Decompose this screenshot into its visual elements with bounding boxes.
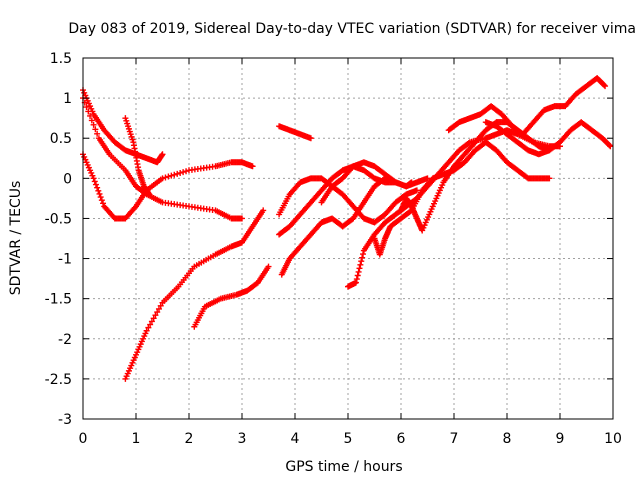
data-point — [95, 187, 102, 194]
x-tick-label: 9 — [556, 431, 565, 447]
x-tick-label: 6 — [397, 431, 406, 447]
data-point — [607, 143, 614, 150]
series-arc-6 — [191, 263, 272, 330]
data-point — [546, 175, 553, 182]
data-point — [90, 121, 97, 128]
data-point — [165, 173, 172, 180]
data-point — [352, 279, 359, 286]
x-tick-label: 5 — [344, 431, 353, 447]
series-arc-16 — [482, 119, 614, 158]
data-point — [239, 215, 245, 222]
data-point — [606, 142, 613, 149]
series-arc-7 — [276, 123, 314, 142]
y-tick-label: -2 — [58, 332, 72, 348]
data-point — [355, 268, 362, 275]
data-point — [360, 251, 367, 258]
axis-ticks: 0 1 2 3 4 5 6 7 8 9 10 -3 -2.5 -2 -1.5 -1 -0.5 0 0.5 1 1.5 — [45, 51, 622, 447]
x-tick-label: 8 — [503, 431, 512, 447]
data-point — [180, 169, 187, 176]
data-point — [92, 126, 99, 133]
data-point — [143, 327, 150, 334]
y-tick-label: 0 — [63, 171, 72, 187]
chart-title: Day 083 of 2019, Sidereal Day-to-day VTE… — [68, 21, 636, 37]
data-point — [146, 191, 153, 198]
y-tick-label: -0.5 — [45, 211, 72, 227]
series-arc-8 — [276, 175, 420, 226]
data-point — [391, 178, 398, 185]
data-point — [601, 82, 608, 89]
data-point — [162, 174, 169, 181]
data-point — [88, 117, 95, 124]
y-tick-label: -1.5 — [45, 292, 72, 308]
plot-points — [80, 75, 614, 382]
series-arc-11 — [318, 159, 399, 206]
series-arc-4 — [122, 115, 153, 198]
data-point — [602, 83, 609, 90]
data-point — [159, 175, 166, 182]
data-point — [413, 187, 420, 194]
data-point — [356, 265, 363, 272]
y-tick-label: -2.5 — [45, 372, 72, 388]
y-tick-label: 1.5 — [50, 51, 72, 67]
y-tick-label: 1 — [63, 91, 72, 107]
data-point — [83, 104, 90, 111]
data-point — [183, 168, 190, 175]
data-point — [98, 197, 105, 204]
series-arc-3 — [80, 151, 256, 222]
x-tick-label: 3 — [238, 431, 247, 447]
data-point — [87, 112, 94, 119]
data-point — [147, 321, 154, 328]
data-point — [90, 175, 97, 182]
data-point — [354, 272, 361, 279]
data-point — [159, 151, 166, 158]
data-point — [91, 178, 98, 185]
data-point — [307, 135, 314, 142]
data-point — [145, 324, 152, 331]
data-point — [408, 179, 415, 186]
data-point — [94, 130, 101, 137]
data-point — [249, 163, 256, 170]
y-tick-label: -1 — [58, 252, 72, 268]
series-arc-5 — [122, 207, 267, 382]
data-point — [96, 190, 103, 197]
data-point — [150, 315, 157, 322]
series-arc-1 — [80, 87, 166, 166]
x-tick-label: 7 — [450, 431, 459, 447]
grid — [83, 58, 613, 419]
y-tick-label: -3 — [58, 412, 72, 428]
data-point — [152, 312, 159, 319]
data-point — [358, 258, 365, 265]
x-tick-label: 0 — [79, 431, 88, 447]
data-point — [100, 200, 107, 207]
data-point — [154, 309, 161, 316]
data-point — [359, 254, 366, 261]
x-tick-label: 1 — [132, 431, 141, 447]
x-axis-label: GPS time / hours — [285, 459, 402, 475]
x-tick-label: 10 — [604, 431, 622, 447]
data-point — [177, 169, 184, 176]
series-arc-10 — [278, 175, 415, 278]
data-point — [168, 172, 175, 179]
data-point — [85, 108, 92, 115]
data-point — [97, 194, 104, 201]
data-point — [171, 171, 178, 178]
data-point — [92, 181, 99, 188]
x-tick-label: 2 — [185, 431, 194, 447]
data-point — [260, 207, 267, 214]
series-arc-15 — [445, 75, 609, 138]
data-point — [265, 263, 272, 270]
data-point — [174, 170, 181, 177]
data-point — [155, 305, 162, 312]
data-point — [148, 318, 155, 325]
data-point — [157, 302, 164, 309]
x-tick-label: 4 — [291, 431, 300, 447]
series-arc-14 — [398, 119, 553, 234]
data-point — [353, 276, 360, 283]
y-tick-label: 0.5 — [50, 131, 72, 147]
data-point — [357, 261, 364, 268]
data-point — [94, 184, 101, 191]
data-point — [392, 179, 399, 186]
y-axis-label: SDTVAR / TECUs — [8, 181, 24, 296]
